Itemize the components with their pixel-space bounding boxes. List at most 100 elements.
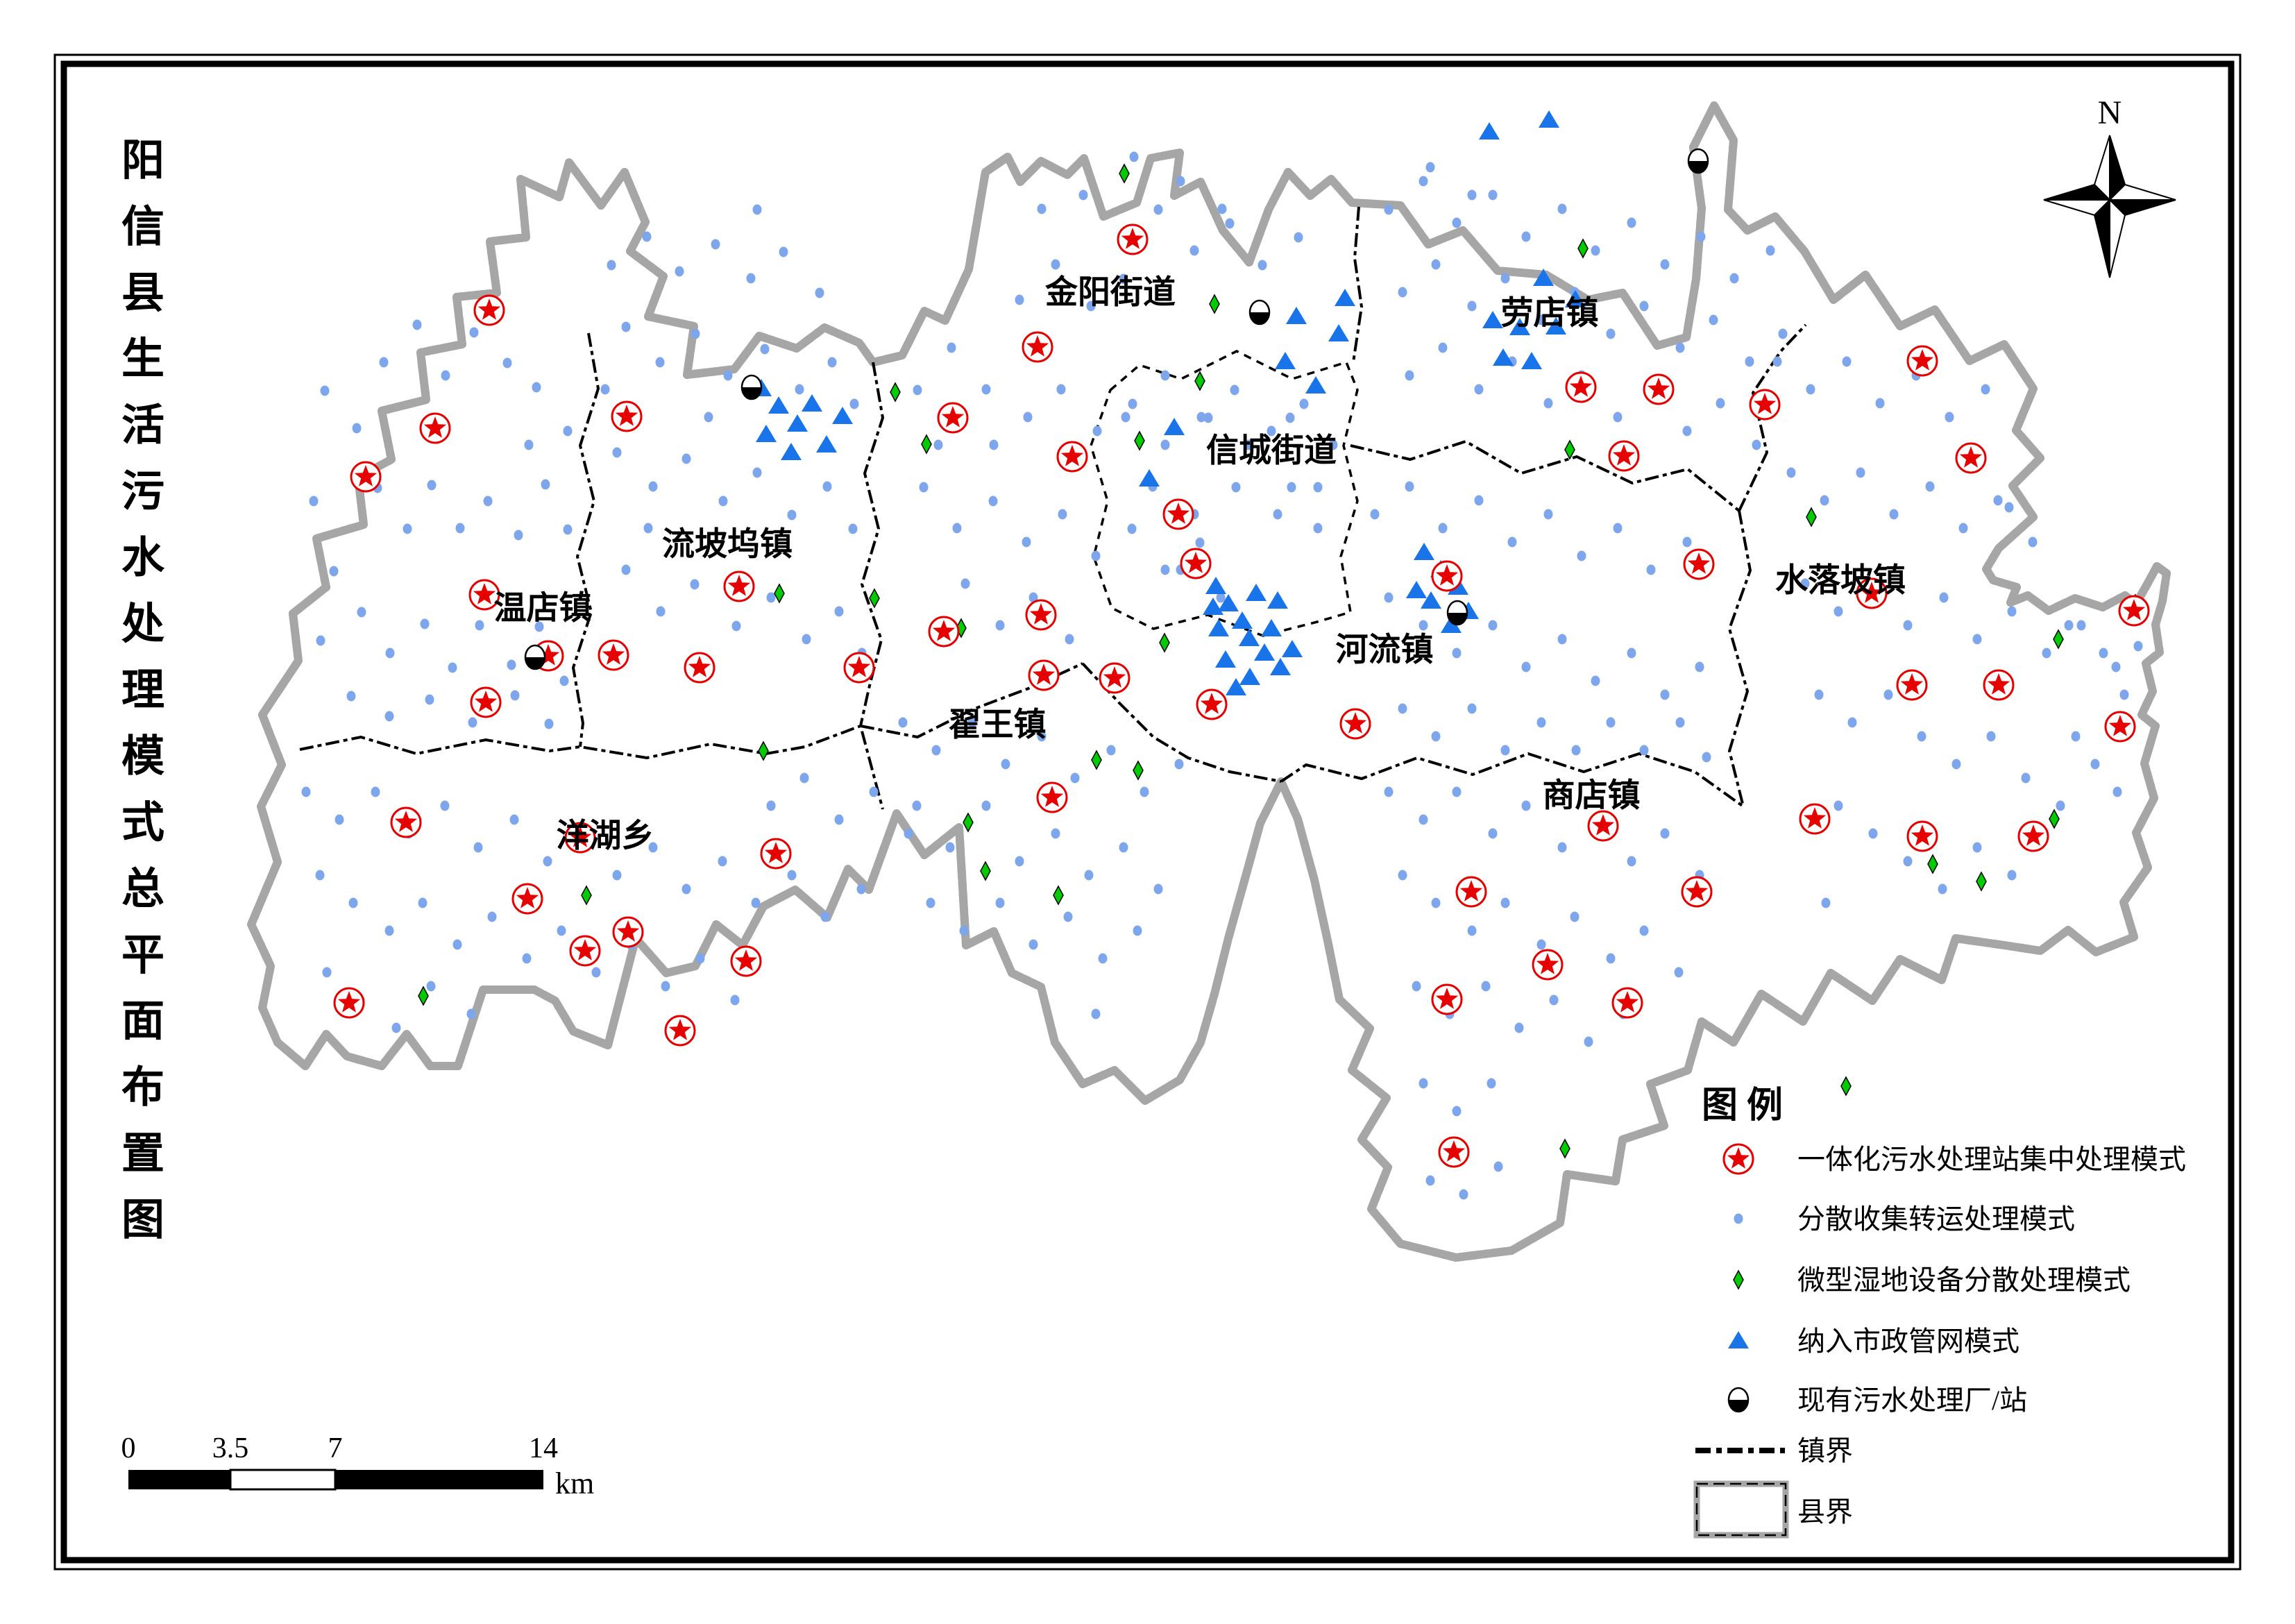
transfer-point-icon (1521, 661, 1531, 673)
municipal-network-icon (781, 443, 802, 460)
scale-tick-label: 14 (529, 1432, 558, 1464)
transfer-point-icon (1514, 1022, 1524, 1033)
transfer-point-icon (1729, 273, 1739, 284)
municipal-network-icon (1286, 307, 1307, 324)
transfer-point-icon (473, 842, 483, 853)
transfer-point-icon (1606, 953, 1616, 964)
page-title-char: 平 (121, 932, 164, 979)
transfer-point-icon (544, 718, 554, 729)
integrated-station-star (354, 465, 378, 487)
page-title-char: 水 (121, 534, 165, 582)
transfer-point-icon (1127, 523, 1137, 534)
transfer-point-icon (507, 659, 516, 670)
municipal-network-icon (1482, 311, 1503, 328)
transfer-point-icon (1129, 151, 1139, 162)
transfer-point-icon (2028, 536, 2038, 548)
transfer-point-icon (695, 953, 705, 964)
municipal-network-icon (1545, 317, 1566, 335)
municipal-network-icon (1267, 591, 1288, 609)
transfer-point-icon (820, 911, 830, 922)
town-boundary-xincheng (1090, 350, 1359, 637)
integrated-station-star (1900, 673, 1924, 695)
integrated-station-star (1032, 663, 1056, 685)
transfer-point-icon (1993, 495, 2003, 506)
transfer-point-icon (1153, 883, 1163, 895)
integrated-station-star (1103, 666, 1126, 688)
municipal-network-icon (1254, 643, 1275, 661)
integrated-station-star (1616, 991, 1639, 1013)
legend-item-label: 镇界 (1797, 1435, 1853, 1466)
municipal-network-layer (751, 110, 1586, 695)
compass-s-white (2109, 198, 2126, 278)
transfer-point-icon (827, 357, 837, 368)
transfer-point-icon (1536, 314, 1546, 325)
wetland-device-icon (921, 434, 932, 455)
transfer-point-icon (1786, 467, 1796, 478)
transfer-point-icon (1452, 1106, 1462, 1117)
transfer-point-icon (691, 328, 700, 339)
transfer-point-icon (1098, 953, 1108, 964)
north-label: N (2098, 94, 2122, 131)
integrated-station-star (1687, 552, 1711, 574)
transfer-point-icon (301, 786, 311, 797)
transfer-point-icon (309, 496, 319, 507)
transfer-point-icon (952, 523, 962, 534)
transfer-point-icon (1856, 467, 1865, 478)
transfer-point-icon (2064, 620, 2074, 631)
transfer-point-icon (834, 814, 844, 825)
transfer-point-icon (1467, 703, 1477, 714)
transfer-point-icon (1419, 176, 1428, 187)
integrated-station-star (516, 887, 539, 908)
transfer-point-icon (1682, 536, 1692, 548)
transfer-point-icon (427, 480, 437, 491)
transfer-point-icon (621, 564, 631, 575)
transfer-point-icon (352, 423, 362, 434)
municipal-network-icon (1493, 348, 1514, 366)
transfer-point-icon (1549, 995, 1559, 1006)
transfer-point-icon (1203, 412, 1213, 423)
transfer-point-icon (1419, 1078, 1428, 1089)
town-label-翟王镇: 翟王镇 (949, 707, 1047, 743)
transfer-mode-dots-layer (301, 151, 2143, 1200)
municipal-network-icon (1208, 619, 1229, 636)
transfer-point-icon (1834, 800, 1843, 811)
wetland-device-icon (1194, 371, 1205, 391)
transfer-point-icon (931, 745, 941, 756)
transfer-point-icon (926, 897, 935, 908)
transfer-point-icon (1500, 897, 1510, 908)
integrated-station-star (1959, 446, 1983, 468)
wetland-device-icon (1559, 1138, 1570, 1159)
transfer-point-icon (612, 870, 622, 881)
transfer-point-icon (1092, 425, 1102, 437)
transfer-point-icon (681, 453, 691, 464)
page-title-char: 县 (121, 270, 164, 317)
transfer-point-icon (441, 370, 450, 381)
transfer-point-icon (1889, 509, 1899, 520)
transfer-point-icon (1925, 481, 1935, 492)
town-boundary (860, 662, 1083, 739)
wetland-device-icon (774, 583, 785, 604)
transfer-point-icon (600, 384, 610, 395)
transfer-point-icon (1606, 717, 1616, 728)
transfer-point-icon (1051, 259, 1060, 270)
transfer-point-icon (1939, 592, 1949, 603)
county-boundary (247, 101, 2171, 1262)
transfer-point-icon (563, 425, 573, 437)
transfer-point-icon (1153, 204, 1163, 215)
wetland-device-icon (1806, 507, 1817, 527)
transfer-point-icon (1467, 301, 1477, 312)
transfer-point-icon (960, 578, 970, 589)
wetland-device-icon (1134, 430, 1145, 451)
transfer-point-icon (1675, 342, 1685, 353)
integrated-station-star (1435, 564, 1459, 586)
municipal-network-icon (1270, 658, 1291, 675)
transfer-point-icon (1972, 842, 1982, 853)
transfer-point-icon (1063, 911, 1073, 922)
transfer-point-icon (1467, 925, 1477, 936)
transfer-point-icon (1814, 689, 1824, 700)
transfer-point-icon (1056, 384, 1066, 395)
transfer-point-icon (455, 523, 465, 534)
page-title-char: 信 (121, 203, 164, 251)
transfer-point-icon (2007, 606, 2017, 617)
